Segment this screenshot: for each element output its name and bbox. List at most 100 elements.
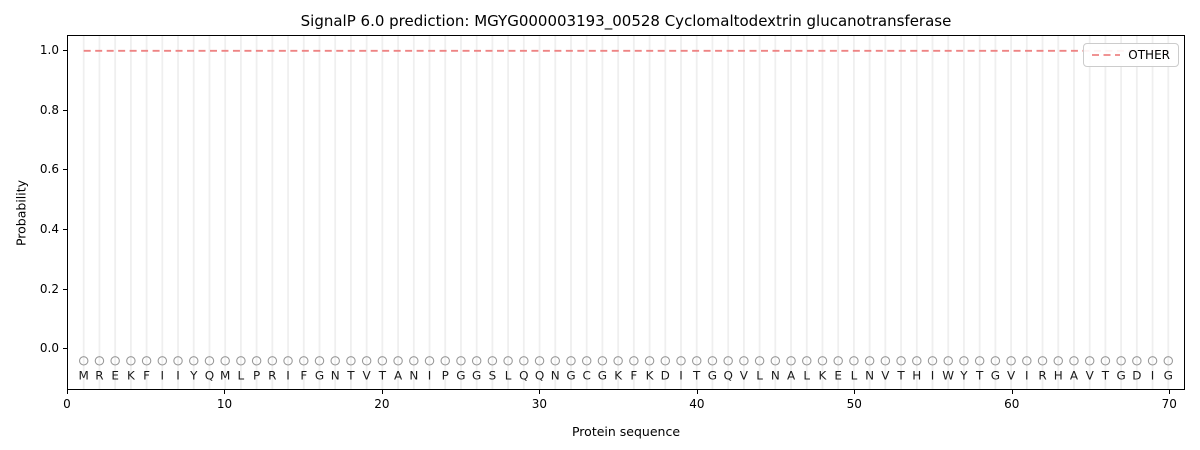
residue-marker-circle [173, 356, 183, 366]
residue-letter: I [1025, 369, 1029, 383]
residue-marker-circle [456, 356, 466, 366]
residue-letter: K [614, 369, 623, 383]
residue-letter: G [708, 369, 717, 383]
x-tick-label: 60 [1004, 397, 1020, 411]
residue-letter: M [79, 369, 89, 383]
residue-letter: P [253, 369, 260, 383]
residue-letter: T [378, 369, 387, 383]
y-tick-mark [63, 49, 67, 51]
residue-marker-circle [424, 356, 435, 366]
residue-letter: H [1054, 369, 1063, 383]
residue-letter: G [472, 369, 481, 383]
residue-letter: I [286, 369, 290, 383]
residue-letter: V [1007, 369, 1016, 383]
x-tick-label: 40 [689, 397, 705, 411]
y-tick-mark [63, 348, 67, 350]
residue-letter: C [583, 369, 591, 383]
residue-letter: D [1132, 369, 1141, 383]
residue-marker-circle [1006, 356, 1016, 366]
residue-marker-circle [566, 356, 576, 366]
legend-dashed-line-icon [1092, 54, 1121, 56]
residue-marker-circle [346, 356, 356, 366]
residue-marker-circle [1022, 356, 1032, 366]
residue-letter: Q [519, 369, 528, 383]
residue-letter: F [300, 369, 307, 383]
residue-marker-circle [1163, 356, 1174, 366]
residue-marker-circle [393, 356, 403, 366]
residue-marker-circle [440, 356, 450, 366]
residue-letter: T [692, 369, 701, 383]
residue-marker-circle [1069, 356, 1079, 366]
residue-marker-circle [739, 356, 749, 366]
residue-marker-circle [1147, 356, 1158, 366]
residue-letter: A [787, 369, 796, 383]
residue-letter: R [95, 369, 103, 383]
residue-letter: T [975, 369, 984, 383]
residue-marker-circle [299, 356, 309, 366]
residue-letter: N [331, 369, 340, 383]
x-tick-label: 0 [63, 397, 71, 411]
y-tick-label: 0.4 [39, 221, 59, 236]
residue-marker-circle [613, 356, 623, 366]
residue-marker-circle [1116, 356, 1126, 366]
y-tick-mark [63, 169, 67, 171]
residue-letter: K [819, 369, 828, 383]
residue-letter: W [942, 369, 954, 383]
residue-marker-circle [959, 356, 969, 366]
residue-letter: H [912, 369, 921, 383]
residue-marker-circle [550, 356, 561, 366]
residue-letter: T [896, 369, 905, 383]
residue-marker-circle [189, 356, 199, 366]
x-tick-mark [224, 390, 226, 394]
residue-marker-circle [283, 356, 293, 366]
residue-marker-circle [943, 356, 953, 366]
residue-letter: I [428, 369, 432, 383]
y-tick-mark [63, 288, 67, 290]
residue-letter: V [740, 369, 749, 383]
y-tick-label: 0.0 [39, 341, 59, 356]
residue-letter: T [1101, 369, 1110, 383]
residue-marker-circle [912, 356, 922, 366]
residue-marker-circle [817, 356, 828, 366]
residue-letter: R [268, 369, 276, 383]
residue-letter: N [551, 369, 560, 383]
y-tick-label: 1.0 [39, 42, 59, 57]
residue-letter: I [161, 369, 165, 383]
residue-letter: Q [535, 369, 544, 383]
residue-marker-circle [1053, 356, 1063, 366]
residue-letter: G [598, 369, 607, 383]
legend-label-other: OTHER [1128, 48, 1170, 62]
residue-letter: I [931, 369, 935, 383]
residue-letter: F [143, 369, 150, 383]
residue-marker-circle [157, 356, 168, 366]
residue-marker-circle [927, 356, 938, 366]
residue-letter: V [1086, 369, 1095, 383]
residue-letter: N [771, 369, 780, 383]
residue-letter: G [1116, 369, 1125, 383]
residue-letter: V [363, 369, 372, 383]
residue-marker-circle [110, 356, 120, 366]
residue-letter: N [409, 369, 418, 383]
x-tick-label: 20 [374, 397, 390, 411]
residue-marker-circle [236, 356, 246, 366]
residue-letter: A [394, 369, 403, 383]
residue-marker-circle [377, 356, 388, 366]
residue-marker-circle [126, 356, 136, 366]
residue-marker-circle [78, 356, 89, 366]
residue-letter: S [489, 369, 497, 383]
y-tick-label: 0.6 [39, 162, 59, 177]
residue-letter: L [803, 369, 810, 383]
residue-letter: M [220, 369, 230, 383]
y-tick-label: 0.8 [39, 102, 59, 117]
x-tick-mark [1169, 390, 1171, 394]
residue-letter: F [630, 369, 637, 383]
y-tick-mark [63, 228, 67, 230]
residue-letter: I [176, 369, 180, 383]
x-tick-label: 10 [216, 397, 233, 411]
residue-letter: T [346, 369, 355, 383]
residue-marker-circle [707, 356, 718, 366]
residue-marker-circle [1037, 356, 1048, 366]
residue-marker-circle [1084, 356, 1095, 366]
